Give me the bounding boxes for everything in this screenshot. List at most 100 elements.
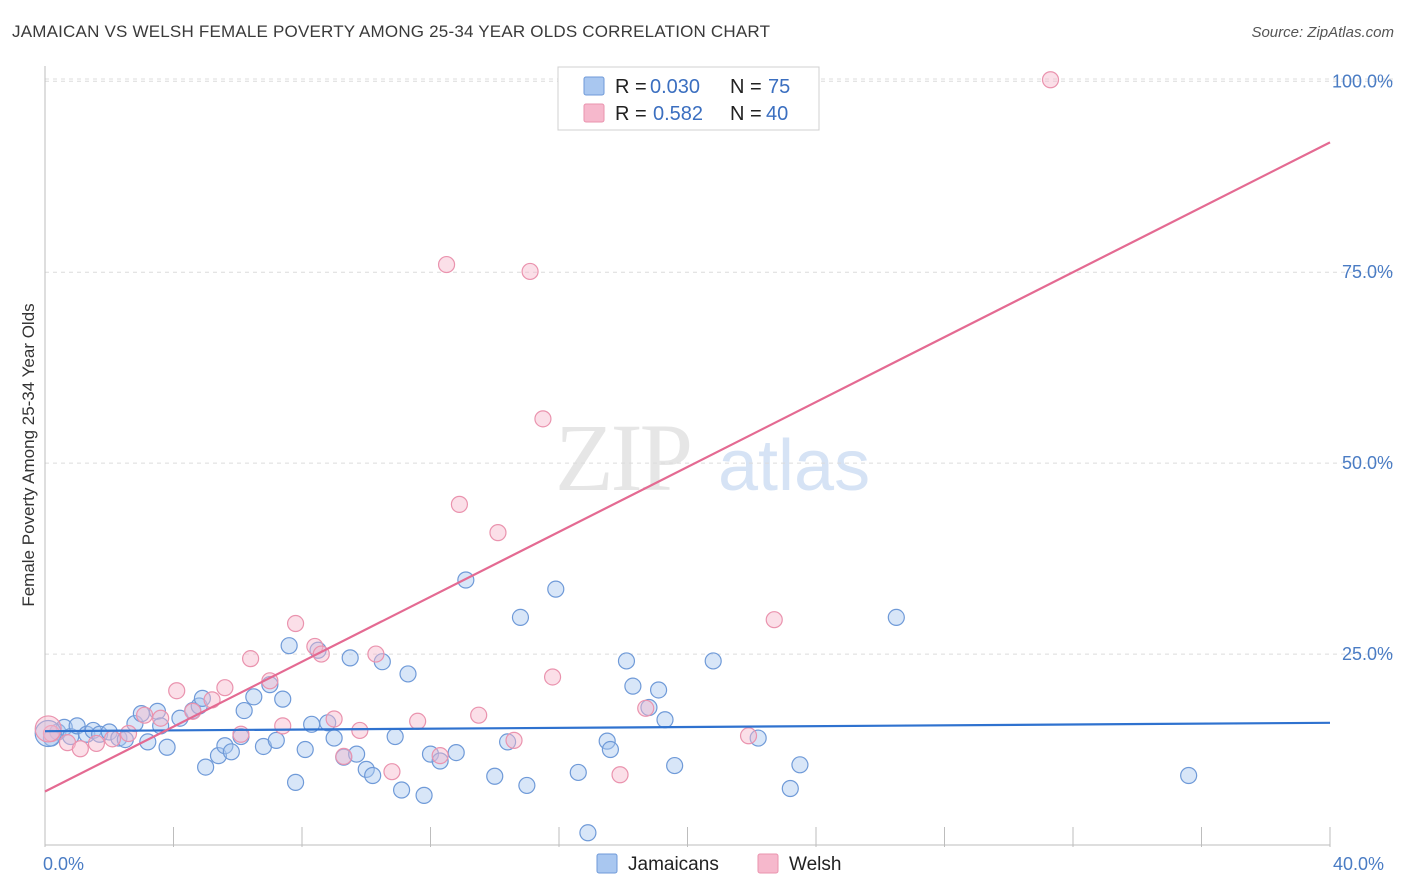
- jamaicans-point: [415, 786, 433, 804]
- welsh-point: [505, 731, 523, 749]
- jamaicans-point: [209, 747, 228, 765]
- welsh-point: [1041, 71, 1060, 89]
- welsh-point: [242, 650, 260, 668]
- chart-title: JAMAICAN VS WELSH FEMALE POVERTY AMONG 2…: [12, 22, 771, 41]
- jamaicans-point: [666, 756, 684, 775]
- x-tick-label: 40.0%: [1333, 854, 1384, 874]
- welsh-point: [286, 614, 305, 633]
- welsh-point: [103, 730, 122, 748]
- welsh-point: [168, 682, 186, 700]
- welsh-point: [34, 715, 62, 743]
- bottom-legend-jamaicans: Jamaicans: [628, 854, 719, 875]
- jamaicans-point: [357, 760, 375, 778]
- jamaicans-point: [197, 758, 215, 776]
- legend-swatch-welsh: [583, 103, 605, 123]
- jamaicans-point: [364, 766, 382, 785]
- jamaicans-point: [547, 580, 565, 598]
- jamaicans-point: [235, 701, 253, 720]
- welsh-point: [152, 709, 170, 727]
- jamaicans-point: [158, 738, 176, 756]
- jamaicans-point: [286, 773, 305, 791]
- jamaicans-point: [245, 688, 263, 706]
- welsh-point: [367, 645, 385, 663]
- grid-lines: [45, 78, 1395, 655]
- jamaicans-point: [511, 608, 530, 627]
- jamaicans-point: [486, 767, 504, 785]
- jamaicans-point: [1180, 766, 1198, 785]
- welsh-point: [87, 734, 106, 753]
- welsh-point: [409, 712, 427, 730]
- jamaicans-point: [341, 649, 359, 667]
- jamaicans-point: [601, 740, 620, 759]
- welsh-point: [470, 706, 488, 724]
- y-tick-label: 25.0%: [1342, 644, 1393, 664]
- welsh-point: [765, 611, 783, 629]
- legend-n-label-2: N =: [730, 103, 762, 125]
- jamaicans-point: [267, 731, 285, 749]
- bottom-legend-welsh: Welsh: [789, 854, 841, 875]
- jamaicans-point: [216, 737, 234, 755]
- axes: [44, 66, 1331, 847]
- welsh-point: [431, 747, 449, 765]
- legend-r-value-1: 0.030: [650, 76, 700, 98]
- trend-lines: [44, 141, 1331, 793]
- welsh-point: [274, 717, 292, 735]
- jamaicans-point: [325, 729, 343, 747]
- watermark-atlas: atlas: [718, 426, 870, 506]
- welsh-points: [34, 71, 1060, 784]
- jamaicans-point: [624, 677, 642, 695]
- legend-n-label-1: N =: [730, 76, 762, 98]
- jamaicans-point: [274, 690, 292, 708]
- welsh-point: [450, 495, 469, 513]
- jamaicans-point: [222, 743, 240, 761]
- legend-r-label-1: R =: [615, 76, 647, 98]
- x-tick-label: 0.0%: [43, 854, 84, 874]
- welsh-point: [335, 747, 353, 766]
- jamaicans-point: [791, 756, 809, 774]
- jamaicans-point: [656, 711, 674, 729]
- jamaicans-point: [518, 776, 536, 795]
- bottom-legend-swatch-jamaicans: [596, 853, 618, 874]
- chart-source: Source: ZipAtlas.com: [1251, 24, 1394, 41]
- welsh-point: [232, 725, 250, 743]
- jamaicans-point: [431, 752, 449, 770]
- jamaicans-point: [499, 733, 517, 751]
- jamaicans-point: [569, 763, 587, 782]
- welsh-point: [351, 721, 369, 740]
- welsh-point: [383, 763, 401, 781]
- legend-n-value-1: 75: [768, 76, 790, 98]
- jamaicans-point: [447, 743, 465, 762]
- welsh-point: [71, 740, 89, 758]
- jamaicans-point: [649, 681, 668, 699]
- y-axis-label: Female Poverty Among 25-34 Year Olds: [19, 303, 38, 606]
- jamaicans-point: [348, 745, 366, 763]
- y-tick-label: 75.0%: [1342, 262, 1393, 282]
- watermark-zip: ZIP: [555, 404, 690, 511]
- bottom-legend-swatch-welsh: [757, 853, 779, 874]
- jamaicans-point: [296, 740, 314, 759]
- jamaicans-point: [579, 824, 597, 842]
- stats-legend: R = 0.030 N = 75 R = 0.582 N = 40: [557, 66, 820, 131]
- welsh-point: [135, 706, 154, 724]
- jamaicans-point: [617, 652, 636, 670]
- jamaicans-point: [280, 637, 298, 655]
- jamaicans-point: [781, 779, 799, 798]
- welsh-trend-line: [44, 141, 1331, 793]
- welsh-point: [534, 410, 552, 428]
- y-tick-label: 50.0%: [1342, 453, 1393, 473]
- welsh-point: [739, 727, 758, 745]
- jamaicans-point: [399, 665, 417, 683]
- jamaicans-point: [392, 781, 411, 799]
- legend-r-value-2: 0.582: [653, 103, 703, 125]
- welsh-point: [325, 710, 343, 728]
- welsh-point: [611, 766, 629, 784]
- tick-labels: 25.0% 50.0% 75.0% 100.0% 0.0% 40.0%: [43, 71, 1393, 874]
- welsh-point: [543, 668, 562, 686]
- series-legend: Jamaicans Welsh: [596, 853, 841, 875]
- welsh-point: [489, 524, 507, 542]
- welsh-point: [521, 262, 539, 281]
- jamaicans-point: [386, 727, 404, 746]
- y-tick-label: 100.0%: [1332, 71, 1393, 91]
- legend-swatch-jamaicans: [583, 76, 605, 96]
